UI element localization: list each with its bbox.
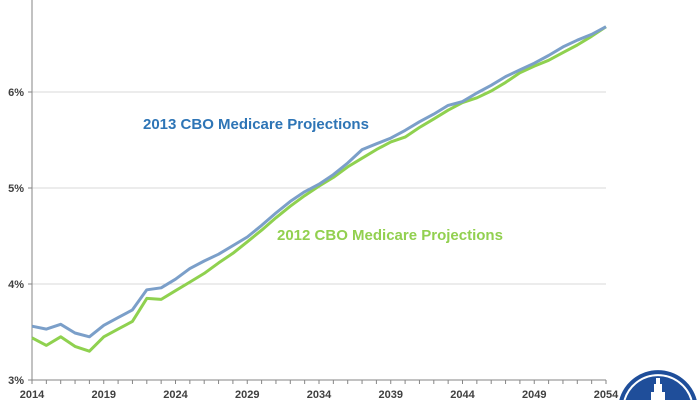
axes: 3% 4% 5% 6% 7% 2014 2019 2024 2029 2034 2039 2044 20… bbox=[8, 0, 619, 400]
x-tick-label: 2039 bbox=[379, 389, 403, 400]
series-lines bbox=[31, 25, 607, 353]
x-tick-label: 2044 bbox=[450, 389, 475, 400]
gridlines bbox=[32, 91, 606, 285]
y-tick-label: 6% bbox=[8, 87, 24, 99]
y-tick-label: 4% bbox=[8, 279, 24, 291]
x-tick-label: 2014 bbox=[20, 389, 45, 400]
y-tick-label: 5% bbox=[8, 183, 24, 195]
y-tick-label: 3% bbox=[8, 375, 24, 387]
capitol-dome-icon bbox=[651, 378, 665, 400]
series-line-1 bbox=[31, 25, 607, 353]
x-tick-label: 2034 bbox=[307, 389, 332, 400]
x-tick-label: 2029 bbox=[235, 389, 259, 400]
series-label-2012: 2012 CBO Medicare Projections bbox=[277, 227, 503, 244]
logo-seal bbox=[619, 370, 697, 400]
x-tick-label: 2054 bbox=[594, 389, 619, 400]
series-line-0 bbox=[31, 25, 607, 339]
x-tick-label: 2049 bbox=[522, 389, 546, 400]
x-tick-label: 2019 bbox=[92, 389, 116, 400]
x-tick-label: 2024 bbox=[163, 389, 188, 400]
y-tick-label: 7% bbox=[8, 0, 24, 3]
series-label-2013: 2013 CBO Medicare Projections bbox=[143, 116, 369, 133]
series-labels: 2013 CBO Medicare Projections 2012 CBO M… bbox=[143, 116, 503, 244]
